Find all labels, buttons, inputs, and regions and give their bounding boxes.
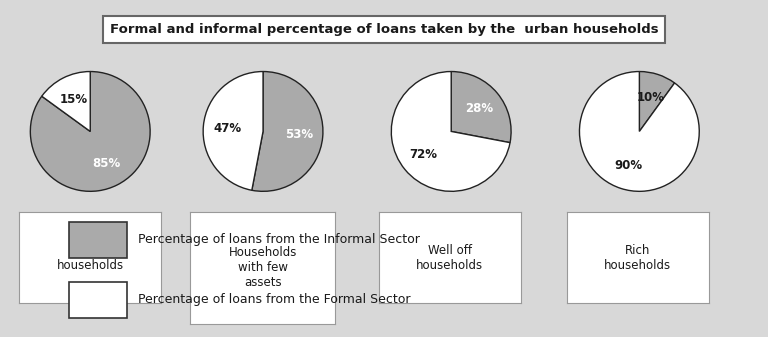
Wedge shape <box>41 71 91 131</box>
Text: 85%: 85% <box>92 157 121 170</box>
Text: 53%: 53% <box>285 128 313 141</box>
Wedge shape <box>252 71 323 191</box>
Text: 47%: 47% <box>214 122 241 134</box>
Wedge shape <box>30 71 150 191</box>
Text: Well off
households: Well off households <box>416 244 483 272</box>
Text: 15%: 15% <box>60 93 88 106</box>
Text: Poor
households: Poor households <box>57 244 124 272</box>
Text: 28%: 28% <box>465 102 493 115</box>
Text: Percentage of loans from the Informal Sector: Percentage of loans from the Informal Se… <box>138 233 420 246</box>
Text: Formal and informal percentage of loans taken by the  urban households: Formal and informal percentage of loans … <box>110 23 658 36</box>
Wedge shape <box>392 71 510 191</box>
Wedge shape <box>580 71 699 191</box>
Wedge shape <box>204 71 263 190</box>
Wedge shape <box>639 71 674 131</box>
Bar <box>69 222 127 257</box>
Text: 90%: 90% <box>614 159 642 172</box>
Bar <box>69 282 127 318</box>
Text: 10%: 10% <box>637 91 664 104</box>
Text: Percentage of loans from the Formal Sector: Percentage of loans from the Formal Sect… <box>138 294 411 306</box>
Text: Rich
households: Rich households <box>604 244 671 272</box>
Text: Households
with few
assets: Households with few assets <box>228 246 297 289</box>
Text: 72%: 72% <box>409 148 438 161</box>
Wedge shape <box>451 71 511 143</box>
